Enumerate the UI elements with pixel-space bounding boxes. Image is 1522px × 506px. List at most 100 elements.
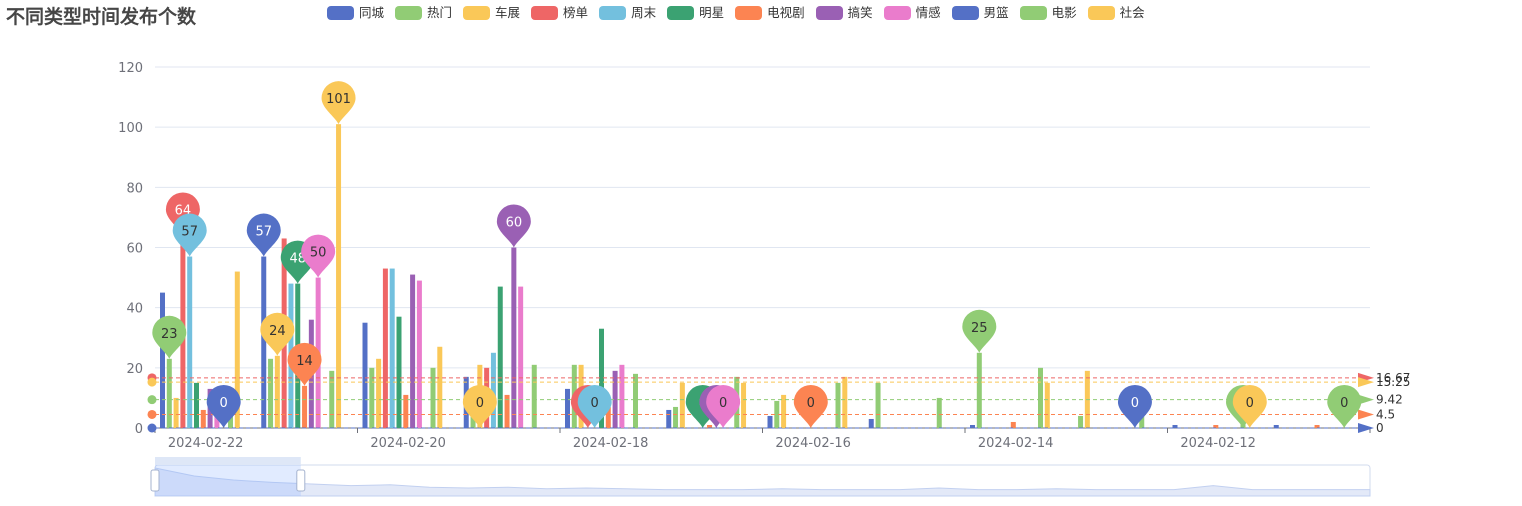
bar — [336, 124, 342, 429]
markpoint-shape — [962, 309, 997, 353]
legend-label: 电视剧 — [767, 5, 805, 20]
bar — [1038, 367, 1043, 428]
average-line-label: 15.25 — [1376, 375, 1410, 389]
markpoint-pin: 0 — [1327, 385, 1362, 428]
markpoint-shape — [462, 385, 497, 428]
markpoint-pin: 57 — [172, 213, 207, 257]
markpoint-label: 0 — [719, 396, 727, 411]
bar — [868, 418, 874, 428]
legend-label: 社会 — [1119, 5, 1145, 20]
bar — [369, 367, 375, 428]
markpoint-label: 23 — [161, 327, 178, 342]
markpoint-label: 57 — [255, 225, 272, 240]
bar — [166, 358, 172, 428]
markpoint-shape — [496, 204, 531, 248]
legend-item[interactable]: 热门 — [395, 6, 452, 20]
bar — [430, 367, 436, 428]
x-tick-label: 2024-02-22 — [168, 436, 244, 451]
datazoom-handle[interactable] — [296, 469, 306, 492]
bar — [970, 424, 975, 428]
bar — [261, 256, 267, 428]
legend-item[interactable]: 电视剧 — [735, 6, 805, 20]
average-line-start-marker — [147, 423, 157, 433]
legend-swatch — [531, 6, 559, 20]
bar — [490, 352, 496, 428]
average-line-label: 4.5 — [1376, 407, 1395, 421]
bar — [376, 358, 382, 428]
bar — [781, 394, 787, 428]
bar — [1172, 424, 1178, 428]
markpoint-label: 0 — [591, 396, 599, 411]
legend-swatch — [599, 6, 627, 20]
bar — [410, 274, 416, 428]
legend-item[interactable]: 电影 — [1019, 6, 1077, 20]
markpoint-pin: 50 — [301, 234, 336, 278]
bar — [173, 397, 179, 428]
x-tick-label: 2024-02-16 — [775, 436, 851, 451]
markpoint-pin: 0 — [462, 385, 497, 428]
markpoint-label: 25 — [971, 321, 988, 336]
markpoint-pin: 0 — [793, 385, 828, 428]
bar — [416, 280, 422, 428]
legend-label: 榜单 — [563, 5, 589, 20]
bar — [936, 397, 942, 428]
bar — [1213, 424, 1219, 428]
bar — [160, 292, 165, 428]
markpoint-pin: 0 — [1232, 385, 1267, 428]
bar — [707, 424, 713, 428]
legend-item[interactable]: 明星 — [667, 6, 724, 20]
markpoint-pin: 0 — [1117, 385, 1152, 428]
legend-label: 情感 — [915, 5, 941, 20]
legend-label: 周末 — [631, 5, 657, 20]
legend-label: 热门 — [427, 5, 453, 20]
bar — [382, 268, 388, 428]
markpoint-shape — [321, 81, 356, 125]
legend-item[interactable]: 男篮 — [951, 6, 1009, 20]
bar — [497, 286, 503, 428]
bar — [599, 328, 604, 428]
markpoint-shape — [706, 385, 741, 428]
markpoint-shape — [152, 315, 187, 359]
markpoint-label: 50 — [310, 246, 327, 261]
datazoom-handle[interactable] — [150, 469, 160, 492]
markpoint-pin: 14 — [287, 342, 322, 386]
bar — [1078, 415, 1084, 428]
bar — [1314, 424, 1320, 428]
bar — [396, 316, 402, 428]
average-line-arrow — [1358, 377, 1374, 388]
bar — [565, 388, 570, 428]
y-tick-label: 0 — [135, 422, 143, 437]
markpoint-label: 101 — [326, 92, 351, 107]
datazoom-selection[interactable] — [155, 465, 301, 496]
markpoint-pin: 0 — [577, 385, 612, 428]
bar — [741, 382, 747, 428]
bar — [403, 394, 409, 428]
legend-item[interactable]: 周末 — [599, 6, 656, 20]
legend-swatch — [815, 6, 843, 20]
markpoint-label: 24 — [269, 324, 286, 339]
legend-swatch — [883, 6, 911, 20]
legend-item[interactable]: 社会 — [1087, 5, 1145, 20]
legend-item[interactable]: 同城 — [327, 6, 384, 20]
markpoint-label: 0 — [220, 396, 228, 411]
markpoint-shape — [172, 213, 207, 257]
legend-swatch — [463, 6, 491, 20]
bar — [1273, 424, 1279, 428]
bar — [875, 382, 881, 428]
y-tick-label: 20 — [126, 362, 143, 377]
legend-item[interactable]: 搞笑 — [815, 6, 873, 20]
legend-item[interactable]: 榜单 — [531, 6, 588, 20]
x-tick-label: 2024-02-18 — [573, 436, 649, 451]
bar — [774, 400, 780, 428]
legend-swatch — [667, 6, 695, 20]
bar — [234, 271, 240, 428]
markpoint-label: 60 — [506, 216, 523, 231]
legend-item[interactable]: 情感 — [883, 5, 941, 20]
legend-swatch — [1087, 6, 1115, 20]
bar — [511, 247, 517, 428]
markpoint-shape — [206, 385, 241, 428]
markpoint-pin: 25 — [962, 309, 997, 353]
legend-swatch — [327, 6, 354, 20]
legend-item[interactable]: 车展 — [463, 6, 520, 20]
bar — [268, 358, 274, 428]
